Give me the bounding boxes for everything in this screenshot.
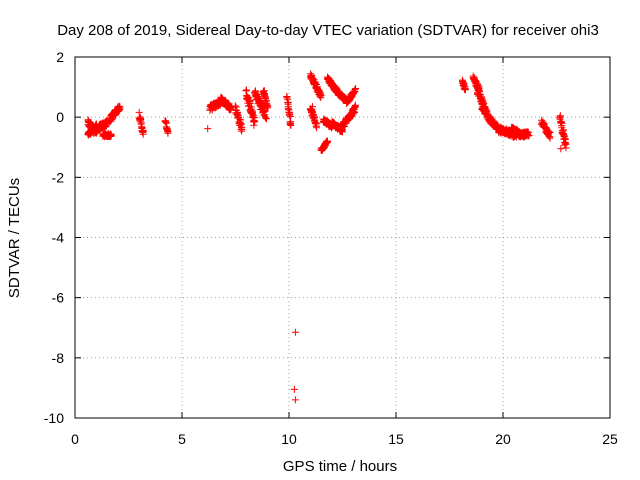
data-point: [525, 132, 533, 139]
data-point: [262, 95, 269, 103]
x-tick-label: 5: [178, 431, 186, 447]
data-point: [107, 131, 115, 139]
data-point: [546, 134, 554, 142]
data-point: [263, 115, 270, 123]
y-tick-labels: -10 -8 -6 -4 -2 0 2: [44, 49, 64, 426]
data-points: [84, 70, 570, 404]
y-tick-label: 2: [56, 49, 64, 65]
data-point: [291, 396, 299, 404]
data-point: [309, 103, 316, 111]
data-point: [137, 119, 145, 127]
data-point: [164, 129, 172, 137]
data-point: [290, 385, 298, 393]
x-tick-label: 25: [602, 431, 618, 447]
data-point: [351, 85, 359, 93]
x-tick-label: 0: [71, 431, 79, 447]
data-point: [116, 103, 124, 111]
data-point: [323, 138, 331, 146]
data-point: [291, 328, 299, 336]
y-tick-label: 0: [56, 109, 64, 125]
data-point: [264, 102, 272, 110]
data-point: [352, 85, 360, 92]
data-point: [520, 133, 528, 141]
data-point: [562, 140, 570, 148]
data-point: [287, 122, 295, 129]
data-point: [521, 132, 529, 140]
axis-ticks: [74, 56, 611, 419]
data-point: [204, 125, 212, 133]
data-point: [317, 94, 325, 102]
data-point: [557, 145, 565, 153]
data-point: [316, 92, 324, 100]
x-tick-label: 20: [495, 431, 511, 447]
y-tick-label: -2: [52, 169, 65, 185]
data-point: [231, 102, 239, 110]
y-tick-label: -8: [52, 350, 65, 366]
data-point: [246, 100, 254, 107]
y-tick-label: -6: [52, 290, 65, 306]
data-point: [351, 101, 359, 109]
data-point: [462, 86, 469, 93]
chart-title: Day 208 of 2019, Sidereal Day-to-day VTE…: [57, 22, 599, 39]
y-tick-label: -10: [44, 410, 64, 426]
data-point: [313, 124, 321, 132]
x-tick-label: 15: [388, 431, 404, 447]
data-point: [139, 130, 147, 138]
x-tick-labels: 0 5 10 15 20 25: [71, 431, 618, 447]
x-tick-label: 10: [281, 431, 297, 447]
data-point: [556, 112, 564, 120]
data-point: [251, 118, 259, 126]
x-axis-label: GPS time / hours: [283, 458, 397, 475]
data-point: [558, 119, 566, 127]
y-axis-label: SDTVAR / TECUs: [6, 178, 23, 298]
data-point: [309, 74, 317, 82]
data-point: [227, 105, 235, 113]
data-point: [262, 114, 270, 122]
data-point: [238, 123, 246, 131]
y-tick-label: -4: [52, 230, 65, 246]
